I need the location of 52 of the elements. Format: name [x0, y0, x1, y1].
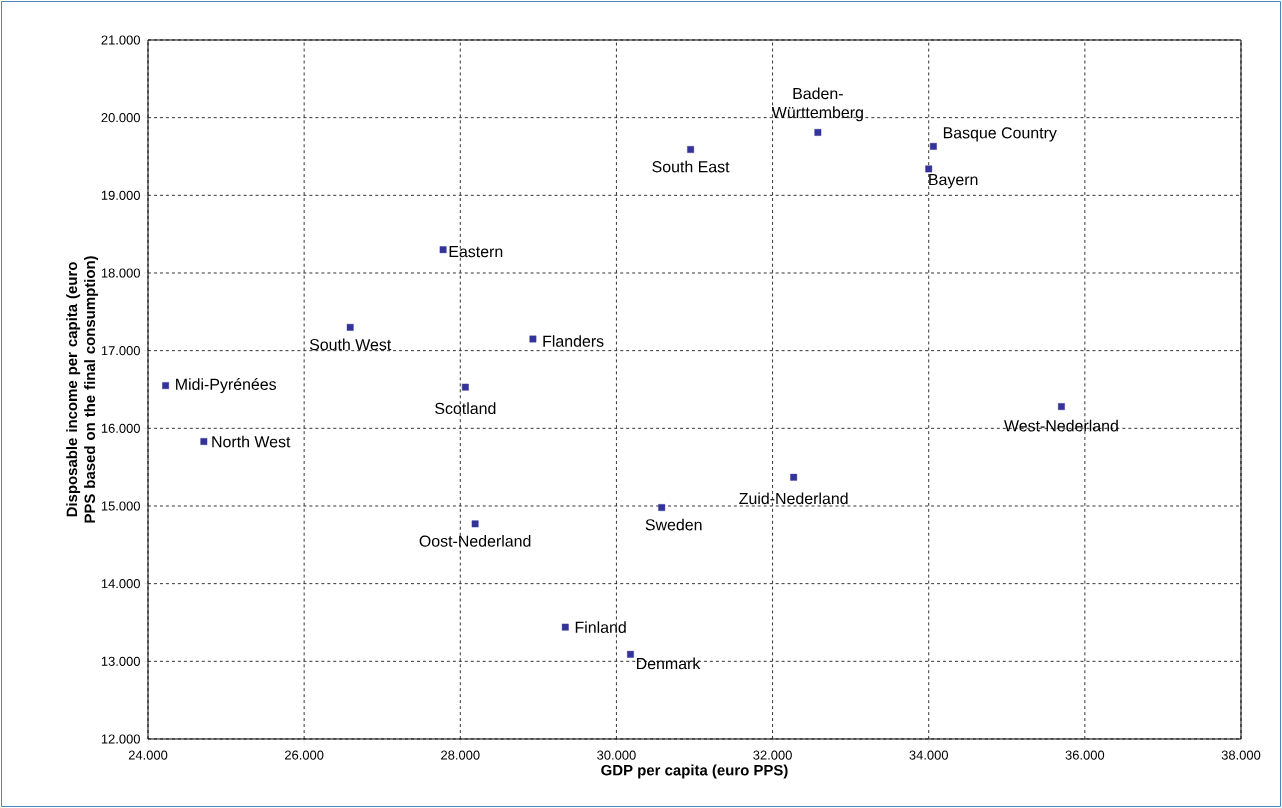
annotation: Basque Country	[943, 127, 1057, 142]
annotation: South East	[652, 160, 730, 173]
annotation: Flanders	[543, 335, 604, 347]
y-tick-label: 16.000	[101, 423, 140, 433]
point	[687, 146, 694, 153]
x-tick-label: 28.000	[441, 750, 480, 760]
point	[461, 383, 469, 391]
point	[529, 335, 537, 343]
x-tick-label: 32.000	[753, 750, 792, 760]
annotation: Finland	[575, 621, 626, 633]
y-tick-label: 13.000	[101, 656, 140, 666]
y-tick-label: 18.000	[101, 268, 140, 278]
point	[814, 129, 822, 136]
x-tick-label: 24.000	[128, 750, 168, 760]
annotation: Zuid-Nederland	[739, 492, 848, 505]
y-tick-label: 19.000	[101, 190, 140, 200]
y-tick-label: 21.000	[101, 35, 140, 45]
y-tick-label: 15.000	[101, 501, 140, 511]
y-tick-label: 14.000	[101, 579, 140, 589]
annotation: Baden-Württemberg	[771, 87, 863, 122]
annotation: West-Nederland	[1004, 419, 1118, 432]
annotation: Denmark	[637, 657, 701, 670]
y-axis-title: Disposable income per capita (euro PPS based on the final consumption)	[66, 256, 99, 523]
annotation: Scotland	[435, 402, 496, 415]
y-tick-label: 20.000	[101, 113, 140, 123]
point	[658, 504, 666, 511]
x-tick-label: 30.000	[597, 750, 636, 760]
annotation: South West	[309, 338, 392, 351]
point	[439, 246, 447, 254]
point	[790, 473, 798, 481]
annotation: Oost-Nederland	[419, 535, 531, 547]
x-tick-label: 36.000	[1065, 750, 1105, 760]
x-tick-label: 34.000	[909, 750, 949, 760]
point	[561, 623, 569, 631]
x-tick-label: 26.000	[285, 750, 324, 760]
point	[925, 165, 933, 173]
point	[200, 438, 208, 445]
point	[346, 323, 354, 331]
annotation: Eastern	[449, 246, 503, 258]
x-tick-label: 38.000	[1221, 750, 1261, 760]
y-tick-label: 17.000	[101, 346, 140, 356]
annotation: North West	[212, 435, 291, 448]
x-axis-title: GDP per capita (euro PPS)	[601, 764, 788, 779]
annotation: Bayern	[929, 174, 978, 189]
annotation: Sweden	[645, 518, 702, 531]
point	[162, 382, 169, 389]
y-tick-label: 12.000	[101, 734, 140, 744]
point	[1058, 403, 1065, 410]
point	[471, 520, 479, 528]
annotation: Midi-Pyrénées	[176, 378, 277, 394]
point	[930, 142, 937, 150]
point	[627, 650, 634, 658]
